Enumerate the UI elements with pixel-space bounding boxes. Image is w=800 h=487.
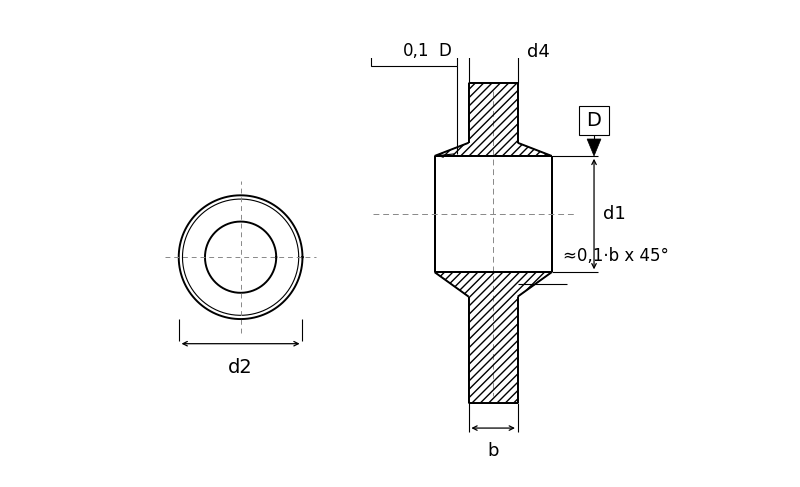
Polygon shape <box>587 139 601 156</box>
Bar <box>370 37 457 66</box>
Text: ≈0,1·b x 45°: ≈0,1·b x 45° <box>563 247 669 265</box>
Text: d4: d4 <box>527 43 550 61</box>
Text: D: D <box>438 42 451 60</box>
Text: 0,1: 0,1 <box>403 42 430 60</box>
Polygon shape <box>434 156 552 272</box>
Bar <box>579 106 609 135</box>
Text: b: b <box>487 442 499 460</box>
Text: D: D <box>586 111 602 130</box>
Text: d2: d2 <box>228 357 253 376</box>
Text: d1: d1 <box>603 205 626 223</box>
